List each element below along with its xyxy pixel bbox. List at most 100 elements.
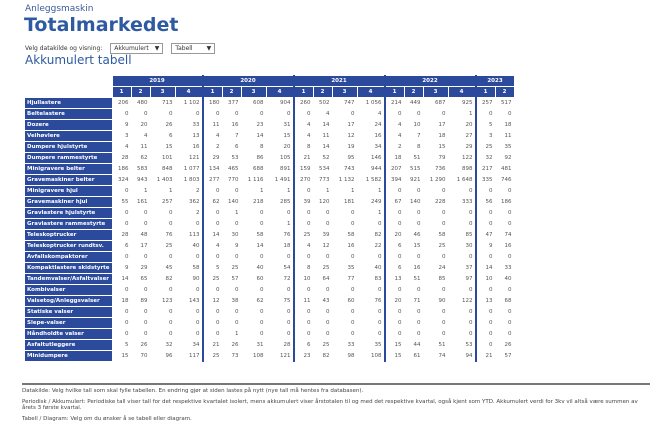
value-cell: 0: [403, 185, 424, 197]
value-cell: 45: [149, 262, 176, 274]
value-cell: 0: [447, 306, 477, 318]
value-cell: 25: [221, 262, 242, 274]
value-cell: 1: [130, 185, 151, 197]
value-cell: 11: [130, 141, 151, 153]
value-cell: 17: [130, 240, 151, 252]
value-cell: 0: [447, 207, 477, 219]
value-cell: 0: [422, 207, 449, 219]
value-cell: 333: [447, 196, 477, 208]
footer-notes: Datakilde: Velg hvilke tall som skal fyl…: [22, 383, 650, 427]
value-cell: 159: [292, 163, 314, 175]
value-cell: 0: [240, 218, 267, 230]
value-cell: 1 648: [447, 174, 477, 186]
value-cell: 68: [494, 295, 515, 307]
value-cell: 0: [174, 306, 204, 318]
value-cell: 0: [292, 328, 314, 340]
value-cell: 65: [130, 273, 151, 285]
value-cell: 101: [149, 152, 176, 164]
row-label: Hjullastere: [24, 97, 113, 109]
value-cell: 0: [221, 284, 242, 296]
value-cell: 25: [201, 350, 223, 362]
value-cell: 4: [383, 130, 405, 142]
value-cell: 143: [174, 295, 204, 307]
datasource-select[interactable]: Akkumulert ▼: [110, 43, 164, 54]
value-cell: 40: [494, 273, 515, 285]
row-label: Gravlastere rammestyrte: [24, 218, 113, 230]
value-cell: 85: [447, 229, 477, 241]
value-cell: 0: [356, 317, 386, 329]
value-cell: 5: [474, 119, 496, 131]
value-cell: 0: [312, 306, 333, 318]
value-cell: 25: [292, 229, 314, 241]
value-cell: 0: [331, 218, 358, 230]
value-cell: 449: [403, 97, 424, 109]
value-cell: 24: [356, 119, 386, 131]
value-cell: 0: [422, 306, 449, 318]
value-cell: 62: [130, 152, 151, 164]
value-cell: 58: [174, 262, 204, 274]
value-cell: 15: [265, 130, 295, 142]
value-cell: 18: [422, 130, 449, 142]
value-cell: 20: [265, 141, 295, 153]
value-cell: 46: [403, 229, 424, 241]
value-cell: 0: [149, 207, 176, 219]
value-cell: 21: [201, 339, 223, 351]
value-cell: 1 491: [265, 174, 295, 186]
value-cell: 15: [111, 350, 132, 362]
value-cell: 39: [312, 229, 333, 241]
corner-cell: [24, 75, 113, 87]
value-cell: 0: [422, 317, 449, 329]
value-cell: 134: [201, 163, 223, 175]
value-cell: 16: [221, 119, 242, 131]
footer-note-datasource: Datakilde: Velg hvilke tall som skal fyl…: [22, 388, 364, 394]
value-cell: 52: [312, 152, 333, 164]
table-row: Tandemvalser/Asfaltvalser 14 65 82 90 25 57 60 7…: [24, 273, 515, 285]
value-cell: 4: [201, 240, 223, 252]
value-cell: 26: [221, 339, 242, 351]
value-cell: 17: [331, 119, 358, 131]
value-cell: 773: [312, 174, 333, 186]
value-cell: 0: [331, 306, 358, 318]
value-cell: 9: [111, 262, 132, 274]
value-cell: 0: [174, 317, 204, 329]
value-cell: 48: [130, 229, 151, 241]
value-cell: 64: [312, 273, 333, 285]
value-cell: 925: [447, 97, 477, 109]
value-cell: 76: [149, 229, 176, 241]
value-cell: 44: [403, 339, 424, 351]
value-cell: 28: [111, 229, 132, 241]
value-cell: 249: [356, 196, 386, 208]
value-cell: 0: [111, 317, 132, 329]
value-cell: 98: [331, 350, 358, 362]
value-cell: 14: [240, 240, 267, 252]
value-cell: 0: [240, 328, 267, 340]
value-cell: 0: [383, 218, 405, 230]
view-select[interactable]: Tabell ▼: [171, 43, 216, 54]
value-cell: 15: [149, 141, 176, 153]
value-cell: 0: [130, 108, 151, 120]
value-cell: 25: [312, 339, 333, 351]
value-cell: 3: [111, 130, 132, 142]
value-cell: 75: [265, 295, 295, 307]
value-cell: 120: [312, 196, 333, 208]
value-cell: 122: [447, 295, 477, 307]
value-cell: 0: [174, 328, 204, 340]
quarter-header: 1: [111, 86, 132, 98]
value-cell: 34: [174, 339, 204, 351]
value-cell: 0: [403, 284, 424, 296]
value-cell: 1 290: [422, 174, 449, 186]
value-cell: 1: [221, 207, 242, 219]
value-cell: 33: [174, 119, 204, 131]
value-cell: 13: [383, 273, 405, 285]
value-cell: 9: [474, 240, 496, 252]
value-cell: 58: [240, 229, 267, 241]
value-cell: 89: [130, 295, 151, 307]
value-cell: 85: [422, 273, 449, 285]
quarter-header: 1: [474, 86, 496, 98]
value-cell: 943: [130, 174, 151, 186]
value-cell: 0: [292, 251, 314, 263]
value-cell: 161: [130, 196, 151, 208]
value-cell: 0: [111, 251, 132, 263]
value-cell: 35: [356, 339, 386, 351]
value-cell: 0: [201, 108, 223, 120]
